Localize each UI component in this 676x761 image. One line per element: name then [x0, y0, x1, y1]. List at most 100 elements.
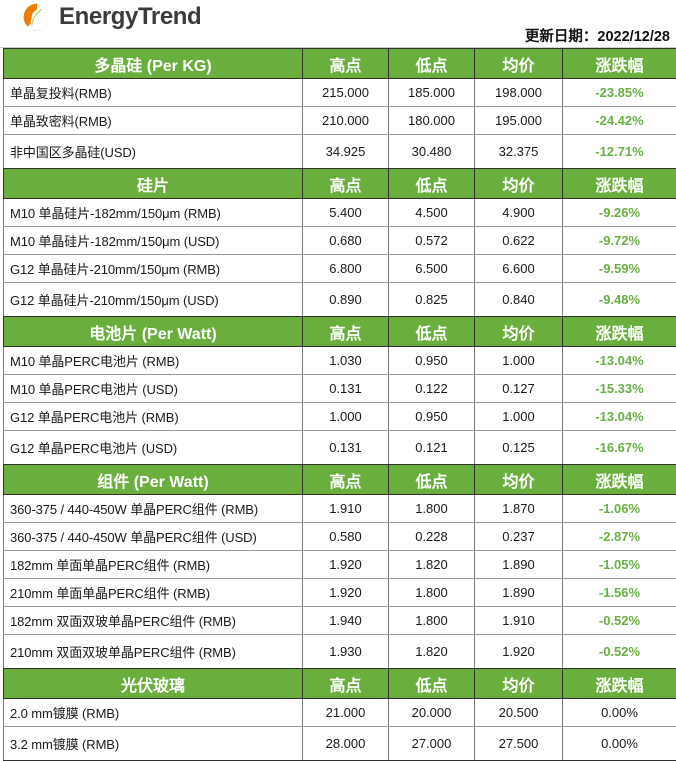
cell-change: -1.56%: [563, 579, 676, 607]
cell-low: 1.820: [389, 551, 475, 579]
cell-avg: 20.500: [475, 699, 563, 727]
cell-high: 1.920: [303, 579, 389, 607]
cell-avg: 1.910: [475, 607, 563, 635]
cell-low: 185.000: [389, 79, 475, 107]
cell-high: 210.000: [303, 107, 389, 135]
row-label: 182mm 双面双玻单晶PERC组件 (RMB): [4, 607, 303, 635]
cell-low: 0.950: [389, 403, 475, 431]
cell-avg: 0.237: [475, 523, 563, 551]
cell-change: -1.06%: [563, 495, 676, 523]
row-label: 2.0 mm镀膜 (RMB): [4, 699, 303, 727]
section-header-row: 光伏玻璃高点低点均价涨跌幅: [4, 669, 676, 699]
cell-low: 30.480: [389, 135, 475, 169]
cell-avg: 4.900: [475, 199, 563, 227]
cell-high: 1.920: [303, 551, 389, 579]
cell-avg: 1.890: [475, 579, 563, 607]
cell-change: -0.52%: [563, 607, 676, 635]
section-title: 电池片 (Per Watt): [4, 317, 303, 347]
cell-high: 0.680: [303, 227, 389, 255]
energytrend-leaf-logo-icon: [22, 2, 52, 32]
cell-change: -9.59%: [563, 255, 676, 283]
cell-high: 0.131: [303, 375, 389, 403]
cell-low: 0.572: [389, 227, 475, 255]
cell-high: 215.000: [303, 79, 389, 107]
cell-low: 27.000: [389, 727, 475, 761]
row-label: 单晶复投料(RMB): [4, 79, 303, 107]
cell-high: 21.000: [303, 699, 389, 727]
cell-low: 0.121: [389, 431, 475, 465]
cell-change: -24.42%: [563, 107, 676, 135]
cell-high: 6.800: [303, 255, 389, 283]
page-header: EnergyTrend 更新日期：2022/12/28: [0, 0, 676, 48]
column-header-low: 低点: [389, 465, 475, 495]
column-header-avg: 均价: [475, 169, 563, 199]
column-header-change: 涨跌幅: [563, 169, 676, 199]
row-label: 210mm 双面双玻单晶PERC组件 (RMB): [4, 635, 303, 669]
row-label: 210mm 单面单晶PERC组件 (RMB): [4, 579, 303, 607]
cell-high: 5.400: [303, 199, 389, 227]
cell-high: 0.580: [303, 523, 389, 551]
brand-name: EnergyTrend: [59, 5, 201, 29]
cell-change: -9.72%: [563, 227, 676, 255]
cell-change: -23.85%: [563, 79, 676, 107]
cell-avg: 195.000: [475, 107, 563, 135]
cell-avg: 0.840: [475, 283, 563, 317]
cell-change: -9.26%: [563, 199, 676, 227]
cell-avg: 1.920: [475, 635, 563, 669]
column-header-change: 涨跌幅: [563, 669, 676, 699]
row-label: 3.2 mm镀膜 (RMB): [4, 727, 303, 761]
column-header-low: 低点: [389, 317, 475, 347]
section-title: 组件 (Per Watt): [4, 465, 303, 495]
cell-avg: 0.127: [475, 375, 563, 403]
cell-high: 1.000: [303, 403, 389, 431]
cell-low: 1.800: [389, 607, 475, 635]
row-label: M10 单晶硅片-182mm/150μm (RMB): [4, 199, 303, 227]
cell-low: 4.500: [389, 199, 475, 227]
cell-avg: 198.000: [475, 79, 563, 107]
cell-avg: 27.500: [475, 727, 563, 761]
section-title: 多晶硅 (Per KG): [4, 49, 303, 79]
column-header-low: 低点: [389, 169, 475, 199]
cell-low: 1.820: [389, 635, 475, 669]
column-header-high: 高点: [303, 317, 389, 347]
column-header-high: 高点: [303, 669, 389, 699]
column-header-high: 高点: [303, 465, 389, 495]
column-header-change: 涨跌幅: [563, 465, 676, 495]
cell-avg: 1.870: [475, 495, 563, 523]
cell-change: -16.67%: [563, 431, 676, 465]
cell-change: -9.48%: [563, 283, 676, 317]
cell-high: 1.910: [303, 495, 389, 523]
cell-high: 34.925: [303, 135, 389, 169]
column-header-avg: 均价: [475, 49, 563, 79]
section-header-row: 电池片 (Per Watt)高点低点均价涨跌幅: [4, 317, 676, 347]
cell-change: -1.05%: [563, 551, 676, 579]
cell-low: 20.000: [389, 699, 475, 727]
column-header-high: 高点: [303, 169, 389, 199]
row-label: G12 单晶硅片-210mm/150μm (USD): [4, 283, 303, 317]
cell-low: 0.122: [389, 375, 475, 403]
row-label: 非中国区多晶硅(USD): [4, 135, 303, 169]
cell-avg: 32.375: [475, 135, 563, 169]
column-header-change: 涨跌幅: [563, 49, 676, 79]
row-label: G12 单晶PERC电池片 (RMB): [4, 403, 303, 431]
cell-avg: 1.000: [475, 347, 563, 375]
cell-low: 6.500: [389, 255, 475, 283]
cell-low: 0.825: [389, 283, 475, 317]
cell-high: 1.030: [303, 347, 389, 375]
row-label: 单晶致密料(RMB): [4, 107, 303, 135]
cell-change: -2.87%: [563, 523, 676, 551]
cell-change: -0.52%: [563, 635, 676, 669]
cell-low: 1.800: [389, 495, 475, 523]
